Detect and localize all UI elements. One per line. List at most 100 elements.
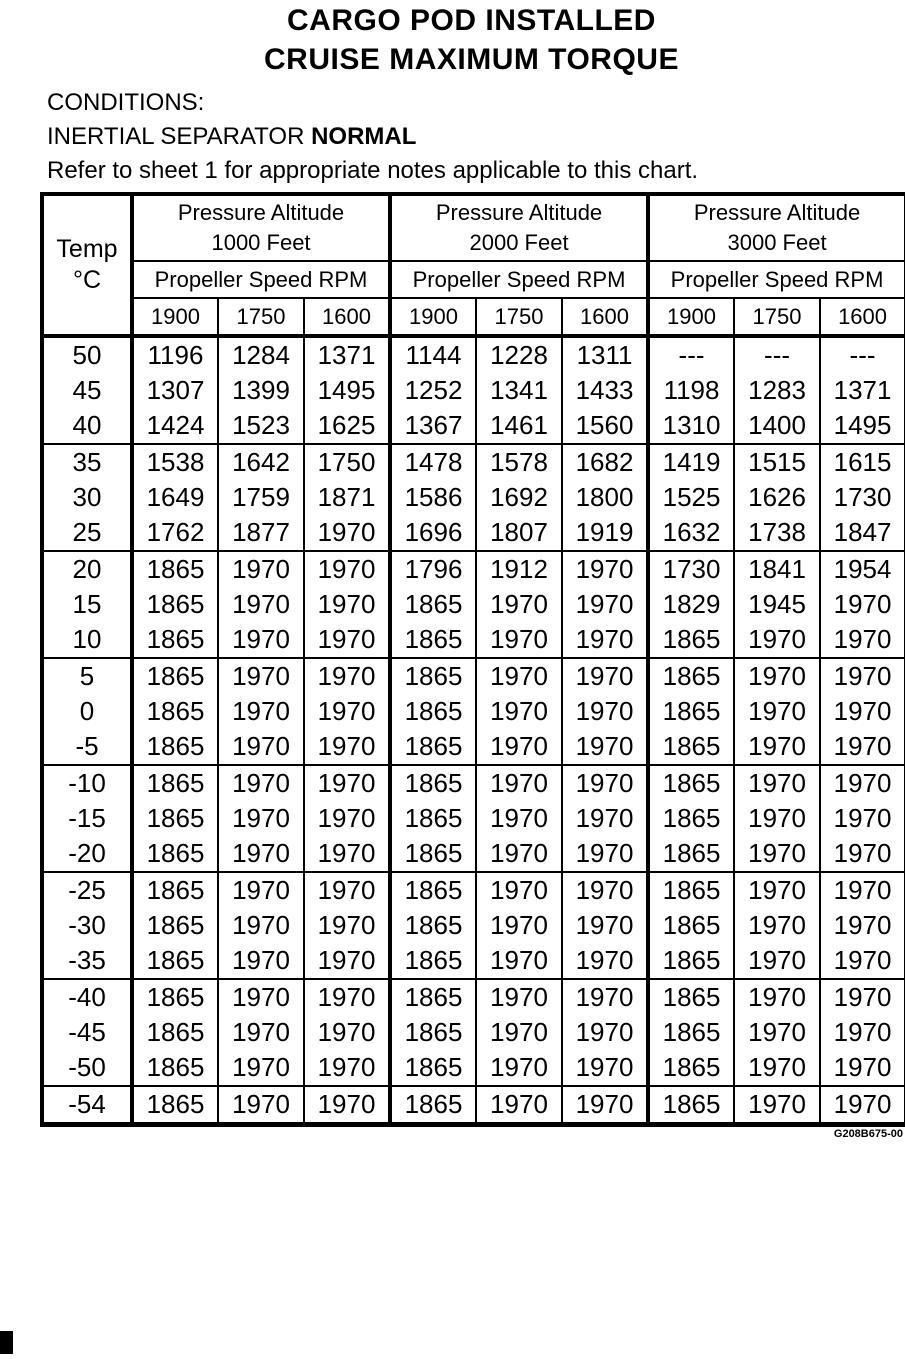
- torque-cell: 1252: [388, 373, 477, 408]
- torque-cell: 1829: [646, 587, 735, 622]
- torque-cell: 1970: [475, 908, 563, 943]
- torque-cell: 1970: [302, 587, 391, 622]
- rpm-value-header: 1750: [733, 298, 821, 338]
- rpm-value-header: 1900: [388, 298, 477, 338]
- torque-cell: 1970: [733, 1050, 821, 1086]
- temp-cell: 0: [79, 696, 95, 726]
- group-header-1000ft: Pressure Altitude 1000 Feet: [129, 194, 391, 262]
- torque-cell: 1865: [388, 1085, 477, 1125]
- torque-cell: 1762: [130, 515, 218, 551]
- torque-cell: 1865: [130, 1085, 218, 1125]
- torque-cell: 1865: [646, 622, 735, 658]
- torque-cell: 1865: [646, 1050, 735, 1086]
- torque-cell: 1970: [475, 1050, 563, 1086]
- torque-cell: 1970: [302, 908, 391, 943]
- rpm-value-header: 1600: [561, 298, 649, 338]
- torque-cell: 1865: [130, 622, 218, 658]
- torque-cell: 1970: [217, 587, 304, 622]
- torque-cell: 1970: [475, 1085, 563, 1125]
- torque-cell: 1970: [733, 801, 821, 836]
- torque-cell: 1865: [388, 729, 477, 765]
- torque-cell: 1970: [561, 729, 649, 765]
- temp-cell: 40: [72, 410, 102, 440]
- torque-cell: 1970: [819, 1050, 905, 1086]
- torque-cell: 1970: [819, 836, 905, 872]
- torque-cell: 1970: [733, 978, 821, 1015]
- torque-cell: 1970: [733, 871, 821, 908]
- torque-cell: 1807: [475, 515, 563, 551]
- torque-cell: 1970: [302, 694, 391, 729]
- torque-cell: 1970: [217, 871, 304, 908]
- torque-cell: 1970: [475, 587, 563, 622]
- temp-header-line1: Temp: [56, 235, 118, 263]
- torque-cell: 1399: [217, 373, 304, 408]
- torque-cell: 1865: [130, 657, 218, 694]
- torque-cell: 1865: [646, 943, 735, 979]
- torque-cell: 1341: [475, 373, 563, 408]
- torque-cell: 1970: [819, 801, 905, 836]
- torque-cell: 1970: [217, 1050, 304, 1086]
- torque-cell: 1682: [561, 443, 649, 480]
- temp-cell: -35: [68, 945, 106, 975]
- torque-cell: 1865: [388, 908, 477, 943]
- torque-cell: 1970: [561, 943, 649, 979]
- rpm-value-header: 1750: [475, 298, 563, 338]
- figure-code: G208B675-00: [833, 1128, 903, 1140]
- torque-cell: 1912: [475, 550, 563, 587]
- torque-cell: 1970: [561, 550, 649, 587]
- torque-cell: 1865: [388, 1015, 477, 1050]
- temp-cell: -50: [68, 1052, 106, 1082]
- table-row: 45 1307 1399 1495 1252 1341 1433 1198 1283 1371: [42, 373, 905, 408]
- print-registration-mark: [0, 1331, 13, 1354]
- rpm-value-header: 1900: [646, 298, 735, 338]
- torque-cell: 1730: [819, 480, 905, 515]
- table-row: 35 1538 1642 1750 1478 1578 1682 1419 1515 1615: [42, 443, 905, 480]
- temp-cell: -5: [75, 731, 99, 761]
- torque-cell: 1970: [302, 1015, 391, 1050]
- torque-cell: 1578: [475, 443, 563, 480]
- torque-cell: 1198: [646, 373, 735, 408]
- group-header-3000ft: Pressure Altitude 3000 Feet: [646, 194, 905, 262]
- temp-cell: 50: [72, 340, 102, 370]
- torque-cell: 1970: [733, 943, 821, 979]
- temp-cell: -10: [42, 764, 132, 801]
- torque-cell: 1400: [733, 408, 821, 444]
- torque-cell: 1586: [388, 480, 477, 515]
- torque-cell: 1865: [646, 1015, 735, 1050]
- torque-cell: 1954: [819, 550, 905, 587]
- torque-cell: 1367: [388, 408, 477, 444]
- torque-cell: 1796: [388, 550, 477, 587]
- torque-cell: 1970: [819, 657, 905, 694]
- torque-cell: 1865: [130, 694, 218, 729]
- temp-cell: -40: [42, 978, 132, 1015]
- torque-cell: 1759: [217, 480, 304, 515]
- torque-cell: 1865: [646, 1085, 735, 1125]
- torque-cell: 1307: [130, 373, 218, 408]
- torque-cell: 1433: [561, 373, 649, 408]
- torque-cell: 1970: [819, 943, 905, 979]
- group-subtitle: 2000 Feet: [469, 230, 569, 255]
- torque-cell: 1865: [646, 836, 735, 872]
- torque-cell: 1847: [819, 515, 905, 551]
- torque-cell: 1970: [819, 622, 905, 658]
- torque-cell: 1865: [388, 1050, 477, 1086]
- table-row: -10 1865 1970 1970 1865 1970 1970 1865 1970 1970: [42, 764, 905, 801]
- rpm-label-2000ft: Propeller Speed RPM: [388, 261, 649, 299]
- torque-cell: 1970: [819, 1085, 905, 1125]
- torque-cell: 1877: [217, 515, 304, 551]
- torque-cell: 1970: [819, 1015, 905, 1050]
- torque-cell: 1970: [561, 1085, 649, 1125]
- condition-text: INERTIAL SEPARATOR: [47, 123, 312, 150]
- rpm-label-1000ft: Propeller Speed RPM: [129, 261, 391, 299]
- group-subtitle: 1000 Feet: [211, 230, 311, 255]
- torque-cell: 1970: [217, 1015, 304, 1050]
- torque-cell: 1865: [388, 622, 477, 658]
- table-row: -54 1865 1970 1970 1865 1970 1970 1865 1970 1970: [42, 1085, 905, 1125]
- torque-cell: 1970: [217, 978, 304, 1015]
- torque-cell: 1865: [646, 657, 735, 694]
- torque-cell: 1970: [475, 1015, 563, 1050]
- torque-cell: 1144: [388, 336, 477, 373]
- torque-cell: 1970: [302, 622, 391, 658]
- rpm-value-header: 1600: [819, 298, 905, 338]
- rpm-value-header: 1900: [130, 298, 218, 338]
